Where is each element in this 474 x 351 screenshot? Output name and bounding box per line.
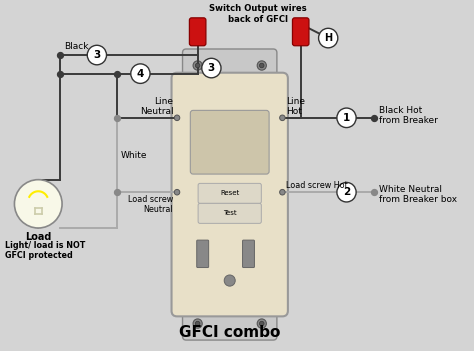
Text: Line
Neutral: Line Neutral <box>140 97 173 117</box>
Text: Switch Output wires
back of GFCI: Switch Output wires back of GFCI <box>210 5 307 24</box>
Circle shape <box>259 63 264 68</box>
Text: Black Hot
from Breaker: Black Hot from Breaker <box>380 106 438 125</box>
FancyBboxPatch shape <box>292 18 309 46</box>
Circle shape <box>280 115 285 121</box>
Circle shape <box>280 190 285 195</box>
Circle shape <box>257 61 266 70</box>
Point <box>114 190 121 195</box>
Circle shape <box>319 28 338 48</box>
Circle shape <box>193 61 202 70</box>
Text: GFCI combo: GFCI combo <box>179 325 281 340</box>
Circle shape <box>193 319 202 328</box>
Text: H: H <box>324 33 332 43</box>
Text: Test: Test <box>223 210 237 216</box>
Circle shape <box>259 321 264 326</box>
Text: Load screw Hot: Load screw Hot <box>286 181 348 190</box>
Circle shape <box>131 64 150 84</box>
Circle shape <box>202 58 221 78</box>
Point <box>114 115 121 121</box>
Text: White Neutral
from Breaker box: White Neutral from Breaker box <box>380 185 457 204</box>
Text: Load screw
Neutral: Load screw Neutral <box>128 194 173 214</box>
Circle shape <box>174 115 180 121</box>
Text: Load: Load <box>25 232 52 242</box>
Circle shape <box>337 183 356 202</box>
Point <box>56 71 64 77</box>
Circle shape <box>195 63 200 68</box>
FancyBboxPatch shape <box>243 240 255 267</box>
FancyBboxPatch shape <box>198 203 261 223</box>
Point <box>114 71 121 77</box>
FancyBboxPatch shape <box>182 307 277 340</box>
Point <box>56 52 64 58</box>
Point <box>370 190 378 195</box>
Text: Reset: Reset <box>220 190 239 196</box>
Text: 2: 2 <box>343 187 350 197</box>
FancyBboxPatch shape <box>182 49 277 82</box>
Point <box>370 115 378 121</box>
Text: 3: 3 <box>208 63 215 73</box>
Text: Black: Black <box>64 42 89 51</box>
FancyBboxPatch shape <box>191 110 269 174</box>
Text: 3: 3 <box>93 50 100 60</box>
Text: Line
Hot: Line Hot <box>286 97 305 117</box>
FancyBboxPatch shape <box>172 73 288 316</box>
Circle shape <box>87 45 107 65</box>
Text: 4: 4 <box>137 69 144 79</box>
Text: 1: 1 <box>343 113 350 123</box>
Circle shape <box>14 180 62 228</box>
Circle shape <box>257 319 266 328</box>
Circle shape <box>174 190 180 195</box>
Circle shape <box>224 275 235 286</box>
FancyBboxPatch shape <box>190 18 206 46</box>
Circle shape <box>337 108 356 127</box>
Text: White: White <box>121 151 148 159</box>
FancyBboxPatch shape <box>197 240 209 267</box>
FancyBboxPatch shape <box>198 183 261 203</box>
Text: Light/ load is NOT
GFCI protected: Light/ load is NOT GFCI protected <box>5 241 86 260</box>
Circle shape <box>195 321 200 326</box>
